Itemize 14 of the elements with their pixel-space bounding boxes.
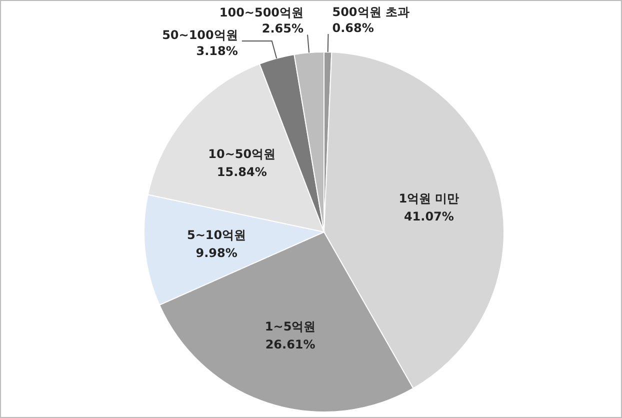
slice-label: 10~50억원	[208, 146, 276, 161]
slice-label: 1~5억원	[264, 320, 316, 334]
slice-label: 500억원 초과	[332, 5, 410, 20]
data-label: 15.84%	[216, 164, 267, 179]
data-label: 9.98%	[196, 246, 238, 260]
slice-label: 1억원 미만	[398, 192, 460, 206]
data-label: 2.65%	[262, 22, 304, 36]
slice-label: 100~500억원	[219, 6, 304, 20]
data-label: 3.18%	[196, 44, 238, 58]
data-label: 41.07%	[404, 210, 454, 224]
slice-label: 50~100억원	[162, 28, 238, 42]
data-label: 26.61%	[265, 338, 316, 352]
data-label: 0.68%	[332, 21, 374, 36]
slice-label: 5~10억원	[187, 228, 246, 242]
